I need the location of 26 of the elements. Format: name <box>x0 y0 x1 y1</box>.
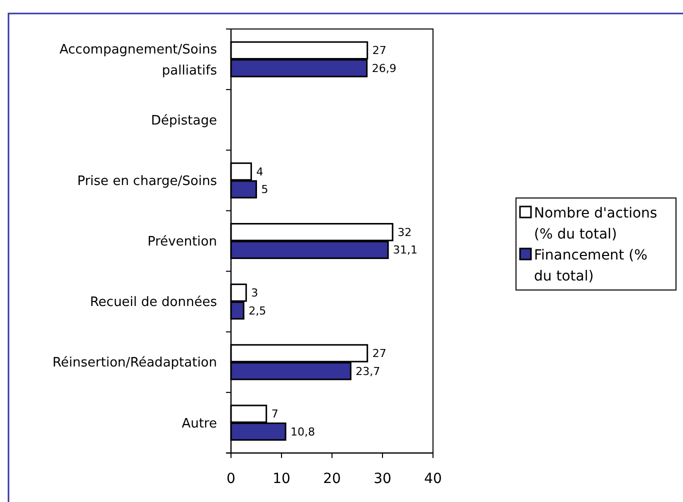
data-label: 31,1 <box>393 244 418 257</box>
y-tick-label: Autre <box>182 416 217 432</box>
data-label: 2,5 <box>248 304 266 318</box>
legend-label: Financement (% du total) <box>534 247 648 284</box>
data-label: 4 <box>256 165 264 178</box>
x-tick-label: 40 <box>424 470 442 487</box>
x-tick-label: 10 <box>272 470 290 487</box>
y-tick-label: Accompagnement/Soins palliatifs <box>60 42 218 78</box>
data-label: 27 <box>372 347 386 360</box>
y-tick-label: Dépistage <box>151 113 217 128</box>
legend-label: Nombre d'actions (% du total) <box>534 205 658 242</box>
data-label: 7 <box>271 408 278 421</box>
x-tick-label: 20 <box>323 470 341 487</box>
data-label: 3 <box>251 286 258 300</box>
x-tick-label: 30 <box>374 470 392 487</box>
data-label: 26,9 <box>372 62 396 76</box>
data-label: 5 <box>261 183 268 196</box>
y-tick-label: Recueil de données <box>90 295 218 310</box>
data-label: 23,7 <box>356 364 380 378</box>
data-label: 10,8 <box>290 425 316 438</box>
data-label: 32 <box>398 226 412 239</box>
data-label: 27 <box>372 44 386 58</box>
y-tick-label: Prévention <box>147 234 217 250</box>
y-tick-label: Réinsertion/Réadaptation <box>52 356 217 371</box>
x-tick-label: 0 <box>226 470 236 487</box>
y-tick-label: Prise en charge/Soins <box>77 174 218 189</box>
